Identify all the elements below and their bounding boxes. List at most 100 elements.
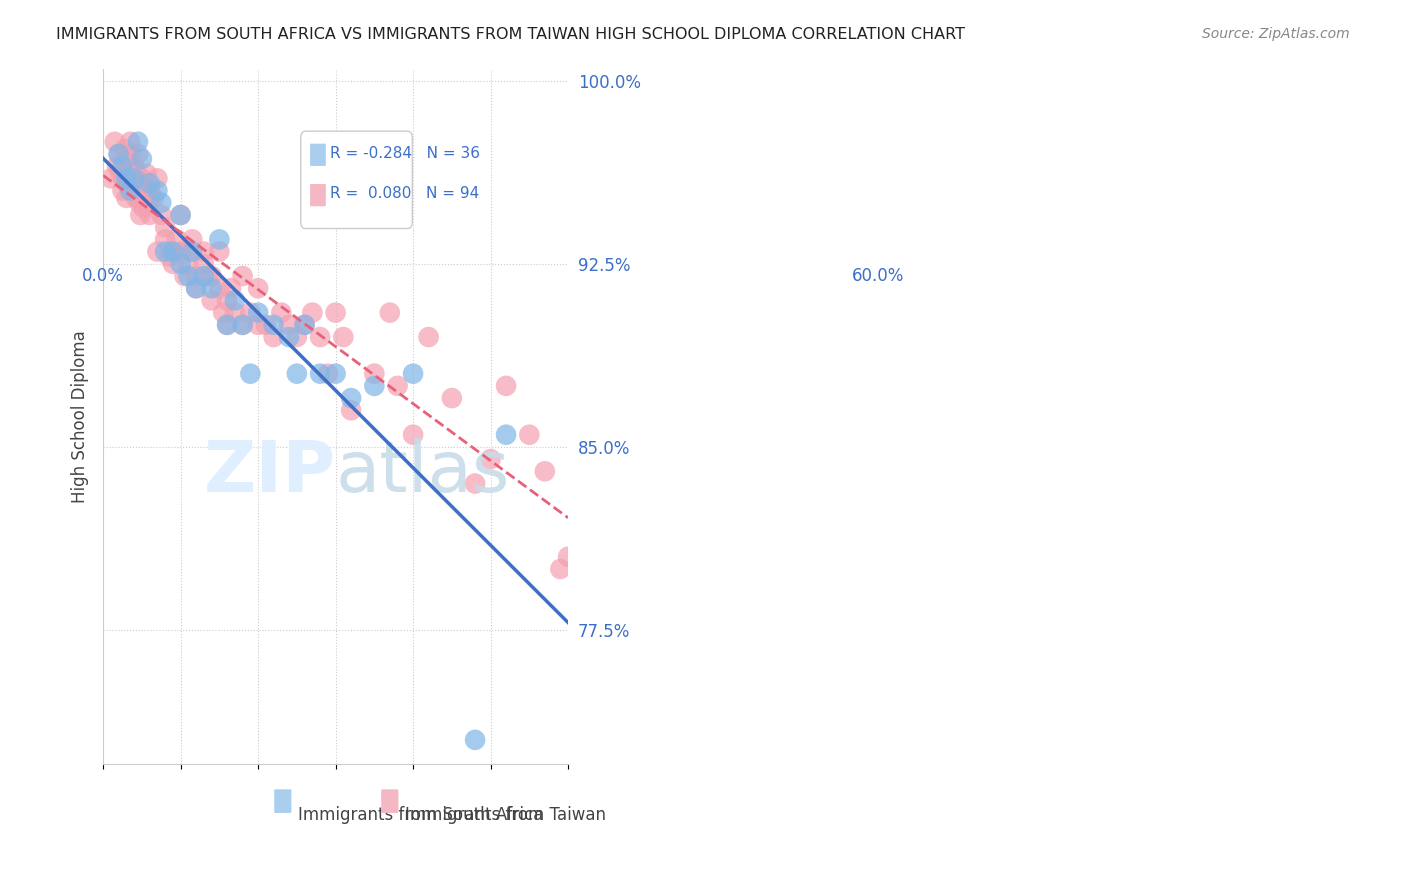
Point <box>309 367 332 381</box>
Point <box>132 201 155 215</box>
Point <box>111 184 134 198</box>
Point <box>115 171 138 186</box>
Point <box>224 305 246 319</box>
Point <box>232 268 254 283</box>
Point <box>278 330 301 344</box>
Point <box>120 184 142 198</box>
Point <box>278 318 301 332</box>
Point <box>117 159 139 173</box>
Point <box>378 305 401 319</box>
Point <box>208 281 231 295</box>
Point <box>402 427 425 442</box>
Point <box>270 305 292 319</box>
Point <box>157 250 180 264</box>
Point <box>124 191 146 205</box>
Point <box>173 268 195 283</box>
Point <box>495 379 517 393</box>
Point <box>285 367 308 381</box>
Point <box>557 549 579 564</box>
Point <box>301 305 323 319</box>
Point <box>340 391 363 405</box>
Text: Immigrants from South Africa: Immigrants from South Africa <box>298 806 544 824</box>
Point <box>169 257 191 271</box>
Point <box>135 166 157 180</box>
Point <box>309 330 332 344</box>
Point <box>263 318 285 332</box>
Point <box>572 513 595 527</box>
Point <box>111 171 134 186</box>
Point <box>197 268 219 283</box>
Point <box>146 244 169 259</box>
Point <box>201 268 224 283</box>
Point <box>363 367 385 381</box>
Point <box>332 330 354 344</box>
Point <box>224 293 246 308</box>
Point <box>162 244 184 259</box>
Point <box>107 147 129 161</box>
Point <box>153 244 176 259</box>
Point <box>120 135 142 149</box>
Point <box>115 176 138 190</box>
Point <box>550 562 572 576</box>
Point <box>100 171 122 186</box>
Y-axis label: High School Diploma: High School Diploma <box>72 330 89 503</box>
Point <box>121 184 143 198</box>
Point <box>127 176 149 190</box>
Point <box>247 318 270 332</box>
Point <box>104 135 127 149</box>
Point <box>162 244 184 259</box>
Point <box>596 513 619 527</box>
Point <box>162 257 184 271</box>
FancyBboxPatch shape <box>311 144 326 166</box>
Point <box>201 281 224 295</box>
Text: 0.0%: 0.0% <box>82 267 124 285</box>
Point <box>131 152 153 166</box>
Text: Source: ZipAtlas.com: Source: ZipAtlas.com <box>1202 27 1350 41</box>
Point <box>193 268 215 283</box>
Point <box>121 171 143 186</box>
Point <box>127 147 149 161</box>
Point <box>122 159 145 173</box>
Point <box>325 305 347 319</box>
Point <box>294 318 316 332</box>
Point <box>108 166 131 180</box>
FancyBboxPatch shape <box>274 789 291 813</box>
Point <box>118 152 141 166</box>
Text: 60.0%: 60.0% <box>852 267 904 285</box>
Point <box>115 191 138 205</box>
Point <box>316 367 339 381</box>
Text: ZIP: ZIP <box>204 438 336 507</box>
Point <box>153 232 176 246</box>
Point <box>128 195 150 210</box>
Point <box>114 142 136 156</box>
Point <box>217 293 239 308</box>
Point <box>150 195 173 210</box>
Point <box>166 232 188 246</box>
Point <box>254 318 277 332</box>
Point <box>239 305 262 319</box>
Point <box>131 171 153 186</box>
Text: Immigrants from Taiwan: Immigrants from Taiwan <box>405 806 606 824</box>
Point <box>181 244 204 259</box>
Point <box>464 732 486 747</box>
Point <box>169 208 191 222</box>
Point <box>177 244 200 259</box>
Text: atlas: atlas <box>336 438 510 507</box>
Point <box>105 159 128 173</box>
Point <box>127 135 149 149</box>
Point <box>150 208 173 222</box>
Point <box>325 367 347 381</box>
Point <box>495 427 517 442</box>
Point <box>294 318 316 332</box>
Point <box>201 293 224 308</box>
Point <box>169 244 191 259</box>
Point <box>138 208 160 222</box>
Point <box>239 367 262 381</box>
Point <box>177 257 200 271</box>
Point <box>232 318 254 332</box>
Point <box>517 427 540 442</box>
Point <box>217 318 239 332</box>
Point <box>122 171 145 186</box>
Point <box>219 281 242 295</box>
Point <box>285 330 308 344</box>
